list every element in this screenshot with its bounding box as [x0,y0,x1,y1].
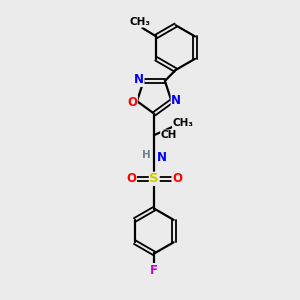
Text: H: H [142,150,151,160]
Text: O: O [172,172,182,185]
Text: S: S [149,172,159,185]
Text: N: N [171,94,181,106]
Text: CH: CH [161,130,177,140]
Text: N: N [156,151,167,164]
Text: CH₃: CH₃ [130,17,151,27]
Text: O: O [126,172,136,185]
Text: F: F [150,264,158,277]
Text: O: O [127,96,137,109]
Text: N: N [134,74,144,86]
Text: CH₃: CH₃ [172,118,194,128]
